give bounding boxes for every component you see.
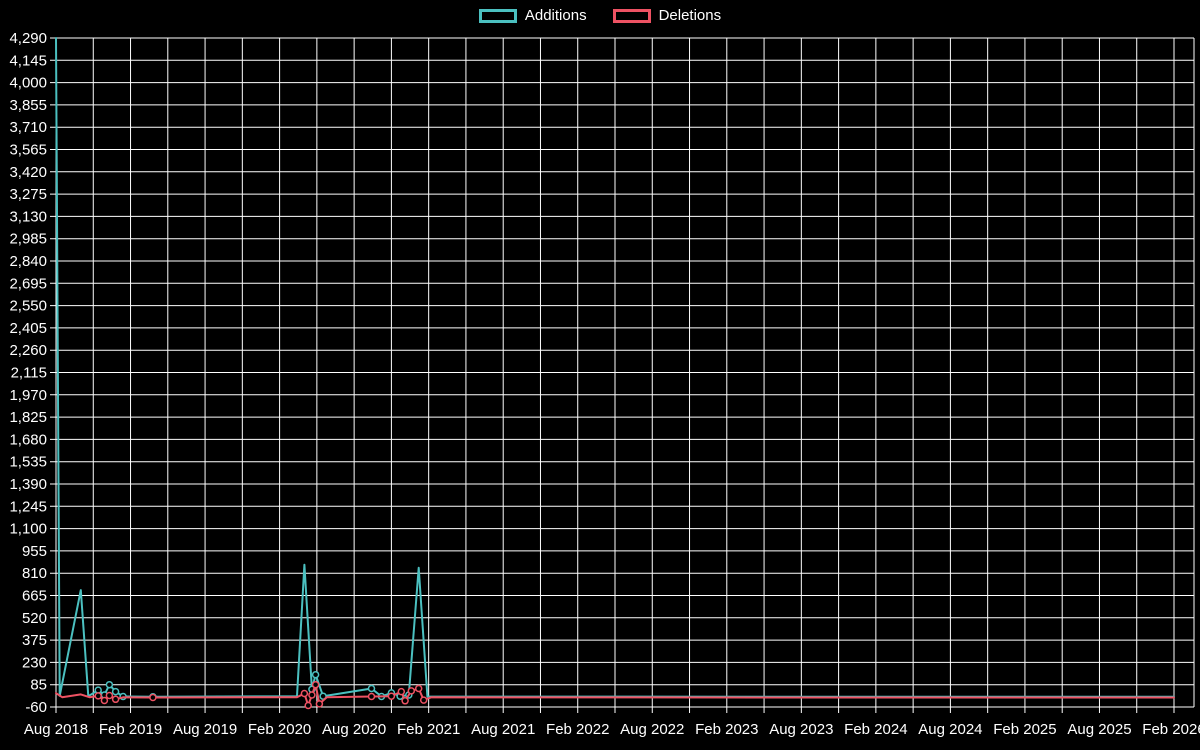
- y-tick-label: 520: [22, 610, 47, 627]
- x-tick-label: Feb 2023: [695, 721, 758, 738]
- deletions-point: [401, 697, 409, 705]
- y-tick-label: 3,710: [9, 119, 47, 136]
- y-tick-label: 810: [22, 565, 47, 582]
- y-tick-label: 2,695: [9, 275, 47, 292]
- y-tick-label: 85: [30, 677, 47, 694]
- deletions-point: [419, 696, 428, 704]
- deletions-point: [300, 689, 309, 698]
- y-tick-label: 665: [22, 588, 47, 605]
- y-tick-label: 4,000: [9, 75, 47, 92]
- additions-point: [367, 684, 376, 693]
- deletions-point: [304, 701, 312, 710]
- additions-point: [111, 687, 120, 696]
- deletions-point: [100, 696, 109, 705]
- additions-point: [319, 692, 327, 700]
- y-tick-label: 3,565: [9, 142, 47, 159]
- y-tick-label: 2,115: [11, 365, 47, 382]
- x-tick-label: Feb 2019: [99, 721, 162, 738]
- y-tick-label: 1,680: [9, 431, 47, 448]
- y-tick-label: 1,100: [9, 521, 47, 538]
- y-tick-label: 2,260: [9, 342, 47, 359]
- x-tick-label: Aug 2025: [1067, 721, 1131, 738]
- y-tick-label: 955: [22, 543, 47, 560]
- y-tick-label: 4,145: [9, 52, 47, 69]
- y-tick-label: 3,420: [9, 164, 47, 181]
- deletions-point: [387, 692, 396, 700]
- deletions-legend-swatch: [612, 8, 651, 23]
- x-tick-label: Feb 2025: [993, 721, 1056, 738]
- legend-item-additions[interactable]: Additions: [478, 7, 587, 24]
- x-tick-label: Aug 2023: [769, 721, 833, 738]
- y-tick-label: 1,390: [9, 476, 47, 493]
- x-tick-label: Feb 2020: [248, 721, 311, 738]
- y-tick-label: 1,825: [9, 409, 47, 426]
- x-tick-label: Aug 2019: [173, 721, 237, 738]
- chart-legend: Additions Deletions: [0, 8, 1200, 23]
- deletions-point: [414, 684, 423, 693]
- deletions-point: [149, 693, 157, 702]
- x-tick-label: Feb 2022: [546, 721, 609, 738]
- x-tick-label: Feb 2021: [397, 721, 460, 738]
- additions-point: [311, 670, 320, 679]
- x-tick-label: Aug 2022: [620, 721, 684, 738]
- x-tick-label: Aug 2021: [471, 721, 535, 738]
- y-tick-label: 1,535: [9, 454, 47, 471]
- additions-point: [105, 680, 114, 689]
- y-tick-label: 3,855: [9, 97, 47, 114]
- deletions-point: [311, 680, 320, 689]
- y-tick-label: 3,275: [9, 186, 47, 203]
- x-tick-label: Aug 2024: [918, 721, 982, 738]
- deletions-point: [397, 687, 406, 696]
- deletions-point: [315, 700, 324, 708]
- y-tick-label: 3,130: [9, 208, 47, 225]
- y-tick-label: 2,985: [9, 231, 47, 248]
- deletions-point: [308, 691, 316, 699]
- deletions-point: [94, 692, 102, 700]
- y-tick-label: 2,840: [9, 253, 47, 270]
- deletions-legend-label: Deletions: [658, 7, 722, 24]
- legend-item-deletions[interactable]: Deletions: [612, 7, 722, 24]
- y-tick-label: 230: [22, 654, 47, 671]
- y-tick-label: 1,970: [9, 387, 47, 404]
- x-tick-label: Aug 2018: [24, 721, 88, 738]
- x-tick-label: Feb 2024: [844, 721, 907, 738]
- y-tick-label: 2,550: [9, 298, 47, 315]
- x-tick-label: Aug 2020: [322, 721, 386, 738]
- y-tick-label: -60: [25, 699, 47, 716]
- additions-legend-label: Additions: [524, 7, 587, 24]
- x-tick-label: Feb 2026: [1142, 721, 1200, 738]
- additions-legend-swatch: [478, 8, 517, 23]
- deletions-point: [407, 687, 416, 695]
- y-tick-label: 1,245: [9, 498, 47, 515]
- deletions-point: [367, 692, 376, 701]
- deletions-point: [105, 691, 114, 700]
- y-tick-label: 2,405: [9, 320, 47, 337]
- y-tick-label: 4,290: [9, 30, 47, 47]
- y-tick-label: 375: [22, 632, 47, 649]
- deletions-point: [111, 695, 120, 704]
